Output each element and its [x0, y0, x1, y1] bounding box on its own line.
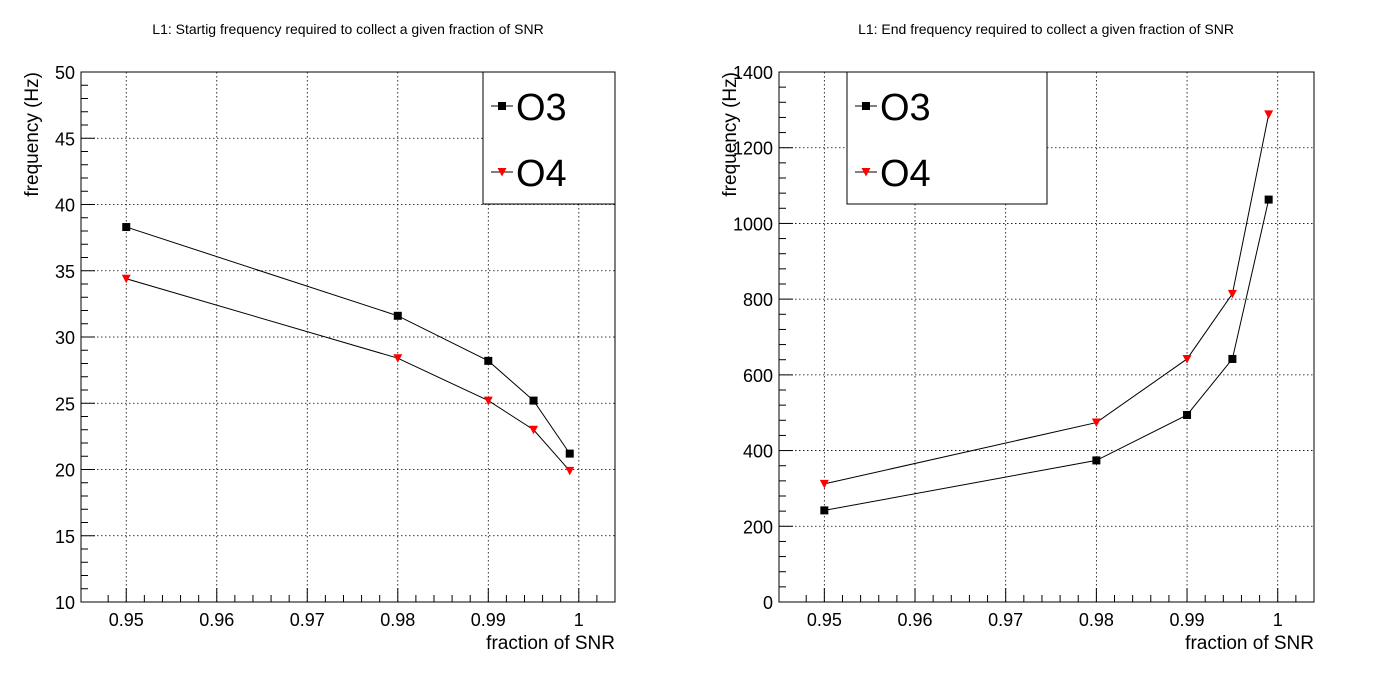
legend-marker: [862, 102, 870, 110]
y-tick-label: 1000: [733, 214, 773, 234]
series-line: [824, 199, 1270, 511]
series-O3: [122, 223, 574, 458]
series-line: [126, 278, 571, 472]
data-point: [529, 396, 538, 405]
y-tick-label: 45: [55, 129, 75, 149]
y-tick-label: 1400: [733, 63, 773, 83]
y-tick-label: 35: [55, 262, 75, 282]
x-tick-label: 0.99: [1170, 610, 1205, 630]
series-O3: [820, 195, 1273, 515]
data-point: [1264, 110, 1274, 119]
x-tick-label: 0.98: [1079, 610, 1114, 630]
y-tick-label: 800: [743, 290, 773, 310]
data-point: [1227, 289, 1237, 299]
chart-panel-1: L1: Startig frequency required to collec…: [22, 21, 616, 654]
series-O4: [819, 110, 1274, 489]
data-point: [1264, 195, 1273, 204]
data-point: [565, 466, 575, 476]
data-point: [393, 354, 403, 363]
y-tick-label: 50: [55, 63, 75, 83]
series-O4: [121, 274, 575, 476]
y-tick-label: 400: [743, 442, 773, 462]
x-tick-label: 0.97: [988, 610, 1023, 630]
x-tick-label: 0.96: [199, 610, 234, 630]
data-point: [1091, 418, 1101, 428]
y-axis-label: frequency (Hz): [720, 72, 741, 197]
data-point: [529, 425, 539, 435]
x-axis-label: fraction of SNR: [486, 633, 615, 654]
legend-marker: [498, 102, 506, 110]
series-line: [126, 226, 571, 454]
y-tick-label: 1200: [733, 139, 773, 159]
legend-box: [846, 71, 1048, 205]
data-point: [820, 506, 829, 515]
data-point: [819, 479, 829, 489]
legend-label: O4: [880, 153, 931, 195]
y-tick-label: 600: [743, 366, 773, 386]
y-tick-label: 200: [743, 517, 773, 537]
x-tick-label: 0.96: [897, 610, 932, 630]
data-point: [484, 356, 493, 365]
data-point: [1228, 354, 1237, 363]
y-tick-label: 25: [55, 394, 75, 414]
y-tick-label: 15: [55, 527, 75, 547]
legend-label: O3: [880, 87, 931, 129]
data-point: [1183, 410, 1192, 419]
data-point: [122, 223, 131, 232]
y-tick-label: 20: [55, 461, 75, 481]
y-axis-label: frequency (Hz): [22, 72, 43, 197]
y-tick-label: 0: [763, 593, 773, 613]
data-point: [1182, 354, 1192, 364]
legend-marker: [497, 168, 507, 177]
y-tick-label: 10: [55, 593, 75, 613]
y-tick-label: 40: [55, 196, 75, 216]
data-point: [393, 311, 402, 320]
x-tick-label: 0.95: [807, 610, 842, 630]
legend-label: O3: [516, 87, 567, 129]
chart-title: L1: End frequency required to collect a …: [858, 21, 1234, 37]
x-tick-label: 0.95: [109, 610, 144, 630]
data-point: [121, 274, 131, 284]
x-tick-label: 0.99: [471, 610, 506, 630]
y-tick-label: 30: [55, 328, 75, 348]
data-point: [565, 449, 574, 458]
x-axis-label: fraction of SNR: [1185, 633, 1314, 654]
legend-label: O4: [516, 153, 567, 195]
data-point: [1092, 456, 1101, 465]
legend-box: [482, 71, 616, 205]
x-tick-label: 1: [574, 610, 584, 630]
data-point: [483, 396, 493, 406]
legend: O3 O4: [482, 71, 616, 205]
legend: O3 O4: [846, 71, 1048, 205]
chart-title: L1: Startig frequency required to collec…: [152, 21, 543, 37]
legend-marker: [861, 168, 871, 177]
x-tick-label: 0.98: [380, 610, 415, 630]
chart-panel-2: L1: End frequency required to collect a …: [720, 21, 1315, 654]
x-tick-label: 0.97: [290, 610, 325, 630]
x-tick-label: 1: [1273, 610, 1283, 630]
